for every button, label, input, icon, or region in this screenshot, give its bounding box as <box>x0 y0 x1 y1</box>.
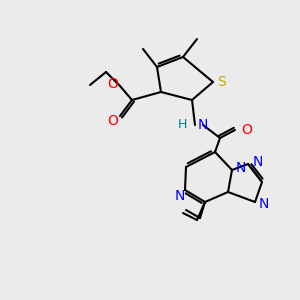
Text: O: O <box>108 114 118 128</box>
Text: S: S <box>217 75 226 89</box>
Text: N: N <box>198 118 208 132</box>
Text: H: H <box>178 118 187 130</box>
Text: O: O <box>108 77 118 91</box>
Text: O: O <box>241 123 252 137</box>
Text: N: N <box>253 155 263 169</box>
Text: N: N <box>259 197 269 211</box>
Text: N: N <box>175 189 185 203</box>
Text: N: N <box>236 161 246 175</box>
